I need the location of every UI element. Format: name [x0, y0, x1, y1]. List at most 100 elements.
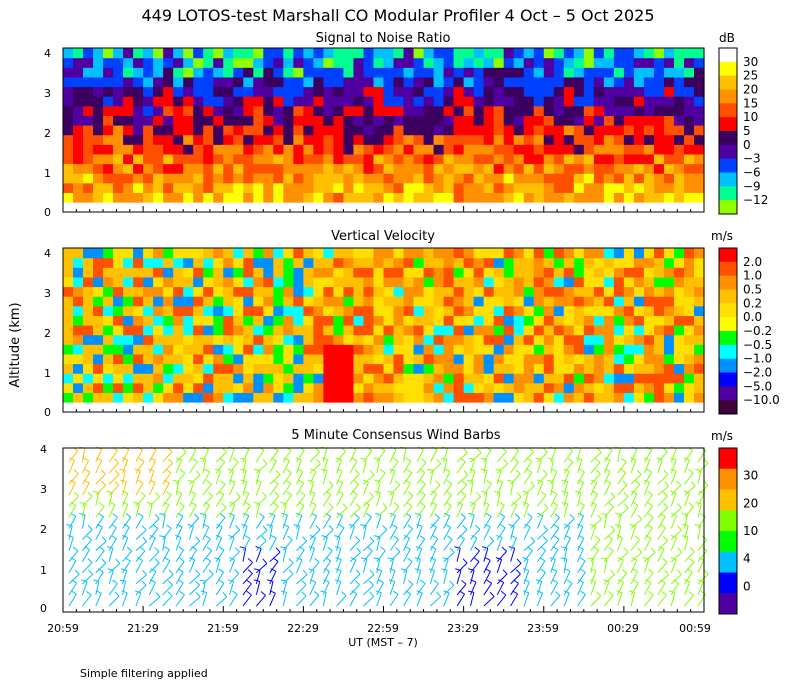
velocity-cell — [243, 305, 254, 316]
wind-barb — [483, 571, 491, 585]
velocity-cell — [413, 248, 425, 259]
wind-barb — [523, 451, 534, 463]
snr-cell — [123, 192, 134, 203]
snr-cell — [73, 163, 84, 174]
wind-barb — [563, 461, 574, 474]
wind-barb — [657, 561, 668, 574]
velocity-cell — [523, 334, 535, 345]
snr-cell — [233, 134, 244, 145]
velocity-cell — [493, 276, 505, 288]
wind-barb — [269, 561, 279, 574]
wind-barb-flag — [663, 502, 669, 508]
velocity-cell — [633, 344, 645, 355]
velocity-cell — [683, 315, 695, 326]
snr-cell — [573, 105, 585, 116]
velocity-cell — [133, 344, 144, 355]
velocity-cell — [633, 257, 645, 268]
velocity-cell — [173, 296, 184, 307]
velocity-cell — [113, 296, 124, 307]
wind-barb-flag — [73, 491, 79, 497]
snr-cell — [493, 57, 505, 68]
velocity-cell — [453, 296, 465, 307]
snr-cell — [113, 173, 124, 184]
snr-cell — [213, 163, 224, 174]
snr-cell — [603, 144, 615, 155]
snr-cell — [633, 182, 645, 193]
wind-barb — [162, 584, 173, 596]
wind-barb — [135, 529, 147, 540]
wind-barb — [215, 571, 225, 585]
wind-barb — [429, 493, 437, 507]
snr-cell — [653, 134, 665, 145]
wind-barb — [309, 515, 318, 529]
snr-cell — [223, 48, 234, 59]
wind-barb-flag — [367, 546, 373, 552]
snr-cell — [513, 48, 525, 59]
snr-cell — [693, 192, 705, 203]
velocity-cell — [333, 325, 345, 336]
snr-cell — [293, 76, 304, 88]
snr-cell — [93, 182, 104, 193]
wind-barb — [242, 493, 250, 507]
velocity-cell — [663, 248, 675, 259]
velocity-cell — [303, 248, 314, 259]
velocity-cell — [363, 296, 375, 307]
wind-barb-flag — [154, 558, 160, 564]
velocity-cell — [263, 267, 274, 278]
wind-barb — [309, 548, 316, 562]
wind-barb-flag — [540, 491, 547, 496]
colorbar-swatch — [719, 593, 737, 615]
snr-cell — [653, 163, 665, 174]
velocity-cell — [123, 325, 134, 336]
wind-barb — [643, 559, 650, 573]
snr-cell — [63, 96, 74, 107]
velocity-cell — [693, 334, 705, 345]
wind-barb — [550, 481, 554, 496]
velocity-cell — [243, 382, 254, 393]
snr-ytick-1: 1 — [44, 167, 51, 180]
wind-barb — [202, 514, 207, 529]
velocity-cell — [153, 344, 164, 355]
wind-barb-flag — [444, 468, 451, 473]
snr-cell — [563, 115, 575, 126]
wind-barb — [202, 526, 210, 540]
snr-cell — [263, 153, 274, 165]
velocity-cell — [253, 276, 264, 288]
velocity-cell — [513, 392, 525, 403]
velocity-cell — [323, 276, 335, 288]
velocity-cell — [323, 373, 335, 384]
snr-cell — [103, 67, 114, 78]
velocity-cell — [563, 382, 575, 393]
wind-barb — [456, 504, 463, 518]
colorbar-swatch — [719, 468, 737, 490]
snr-colorbar-unit: dB — [719, 31, 735, 45]
wind-barb-flag — [301, 591, 307, 597]
wind-barb — [242, 515, 250, 529]
snr-cell — [493, 134, 505, 145]
velocity-cell — [593, 315, 605, 326]
velocity-cell — [423, 257, 435, 268]
snr-cell — [143, 76, 154, 88]
snr-cell — [153, 153, 164, 165]
snr-cell — [373, 86, 385, 97]
wind-barb-flag — [335, 457, 342, 461]
velocity-cell — [413, 363, 425, 374]
snr-cell — [473, 57, 485, 68]
snr-cell — [63, 105, 74, 116]
snr-cell — [243, 134, 254, 145]
wind-barb-flag — [167, 580, 173, 586]
velocity-cell — [223, 344, 234, 355]
snr-cell — [323, 153, 335, 165]
velocity-cell — [173, 334, 184, 345]
snr-cell — [253, 96, 264, 107]
wind-barb — [563, 503, 569, 518]
wind-barb-flag — [175, 534, 182, 538]
wind-barb — [188, 481, 195, 496]
velocity-cell — [103, 296, 114, 307]
wind-barb — [496, 492, 501, 507]
snr-cell — [263, 115, 274, 126]
snr-cell — [143, 125, 154, 136]
wind-barb — [443, 515, 451, 529]
snr-cell — [643, 163, 655, 174]
wind-barb-flag — [228, 512, 235, 516]
